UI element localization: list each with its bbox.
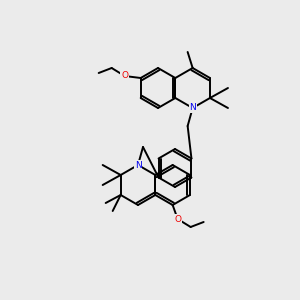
- Text: O: O: [174, 214, 181, 224]
- Text: O: O: [121, 71, 128, 80]
- Text: N: N: [135, 160, 141, 169]
- Text: N: N: [189, 103, 196, 112]
